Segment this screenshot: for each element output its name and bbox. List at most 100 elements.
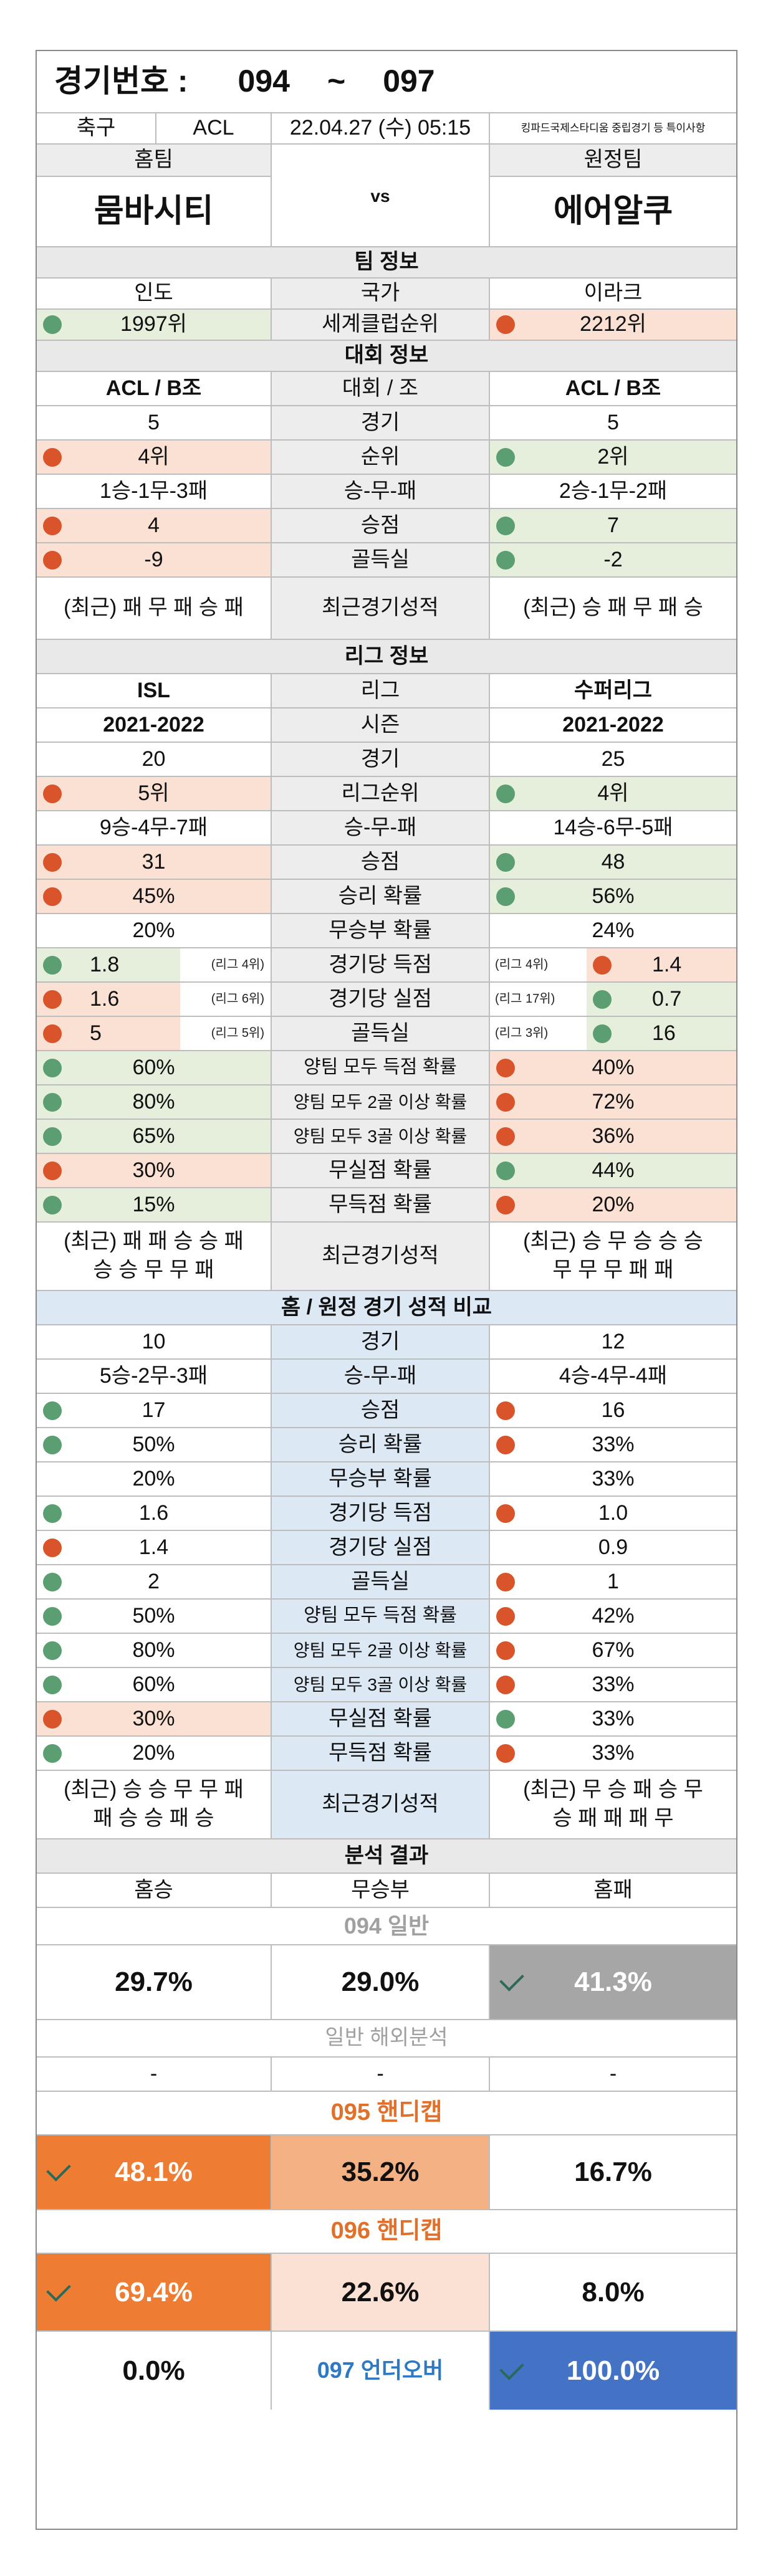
orange-dot-icon	[496, 1127, 515, 1146]
orange-dot-icon	[43, 784, 62, 803]
g095-draw: 35.2%	[271, 2135, 489, 2209]
col-draw: 무승부	[271, 1874, 489, 1907]
meta-row: 축구 ACL 22.04.27 (수) 05:15 킹파드국제스타디움 중립경기…	[37, 113, 736, 145]
home-l-cs: 30%	[132, 1158, 175, 1182]
l-b3-label: 양팀 모두 3골 이상 확률	[271, 1120, 489, 1153]
match-analysis-sheet: 경기번호 : 094 ~ 097 축구 ACL 22.04.27 (수) 05:…	[36, 50, 737, 2530]
home-team-name: 뭄바시티	[37, 176, 271, 246]
green-dot-icon	[496, 447, 515, 467]
home-ha-b2: 80%	[132, 1638, 175, 1662]
g096-label: 096 핸디캡	[330, 2218, 443, 2244]
t-games-row: 5 경기 5	[37, 406, 736, 441]
orange-dot-icon	[43, 852, 62, 872]
check-icon	[46, 2276, 71, 2302]
home-t-pts: 4	[148, 513, 160, 537]
l-season-row: 2021-2022 시즌 2021-2022	[37, 708, 736, 743]
away-l-recent-line1: (최근) 승 무 승 승 승	[523, 1229, 703, 1254]
away-l-gd-note: (리그 3위)	[495, 1026, 549, 1040]
away-club-rank: 2212위	[580, 312, 646, 336]
club-rank-label: 세계클럽순위	[271, 310, 489, 340]
l-pts-label: 승점	[271, 846, 489, 879]
ov-win: -	[150, 2061, 158, 2086]
home-ha-gd: 2	[148, 1569, 160, 1593]
ha-recent-row: (최근) 승 승 무 무 패 패 승 승 패 승 최근경기성적 (최근) 무 승…	[37, 1771, 736, 1839]
l-gd-row: 5 (리그 5위) 골득실 (리그 3위) 16	[37, 1017, 736, 1051]
l-winp-row: 45% 승리 확률 56%	[37, 880, 736, 914]
home-ha-gf: 1.6	[138, 1500, 169, 1525]
section-title: 분석 결과	[37, 1839, 736, 1872]
col-home-win: 홈승	[134, 1877, 173, 1902]
section-title: 홈 / 원정 경기 성적 비교	[37, 1291, 736, 1324]
green-dot-icon	[43, 1195, 62, 1214]
green-dot-icon	[43, 1606, 62, 1626]
ha-pts-label: 승점	[271, 1394, 489, 1427]
ha-gf-row: 1.6 경기당 득점 1.0	[37, 1497, 736, 1531]
club-rank-row: 1997위 세계클럽순위 2212위	[37, 310, 736, 341]
green-dot-icon	[496, 852, 515, 872]
away-ha-wdl: 4승-4무-4패	[489, 1360, 736, 1393]
green-dot-icon	[43, 1127, 62, 1146]
l-gf-row: 1.8 (리그 4위) 경기당 득점 (리그 4위) 1.4	[37, 948, 736, 983]
g094-win: 29.7%	[115, 1967, 193, 1998]
team-name-row: 뭄바시티 vs 에어알쿠	[37, 145, 736, 247]
t-pts-label: 승점	[271, 509, 489, 542]
home-l-rank: 5위	[138, 781, 170, 805]
orange-dot-icon	[496, 1504, 515, 1523]
away-t-pos: 2위	[597, 444, 629, 469]
away-ha-games: 12	[489, 1325, 736, 1358]
green-dot-icon	[593, 990, 612, 1009]
l-recent-label: 최근경기성적	[271, 1223, 489, 1290]
orange-dot-icon	[496, 315, 515, 334]
ha-gd-row: 2 골득실 1	[37, 1565, 736, 1600]
ha-b3-row: 60% 양팀 모두 3골 이상 확률 33%	[37, 1668, 736, 1702]
ha-winp-label: 승리 확률	[271, 1428, 489, 1461]
home-l-ga-note: (리그 6위)	[211, 992, 264, 1006]
away-l-fs: 20%	[592, 1192, 635, 1216]
overseas-label-row: 일반 해외분석	[37, 2020, 736, 2058]
game-from: 094	[238, 64, 290, 99]
l-b2-row: 80% 양팀 모두 2골 이상 확률 72%	[37, 1085, 736, 1120]
away-ha-b3: 33%	[592, 1672, 635, 1696]
green-dot-icon	[43, 1435, 62, 1454]
g097-over: 100.0%	[566, 2355, 660, 2386]
orange-dot-icon	[43, 1024, 62, 1043]
l-league-label: 리그	[271, 674, 489, 707]
orange-dot-icon	[496, 1744, 515, 1763]
home-ha-winp: 50%	[132, 1432, 175, 1456]
group-row: ACL / B조 대회 / 조 ACL / B조	[37, 372, 736, 406]
l-b3-row: 65% 양팀 모두 3골 이상 확률 36%	[37, 1120, 736, 1154]
ha-cs-label: 무실점 확률	[271, 1702, 489, 1735]
green-dot-icon	[43, 1092, 62, 1112]
l-rank-row: 5위 리그순위 4위	[37, 777, 736, 811]
l-winp-label: 승리 확률	[271, 880, 489, 913]
vs-label: vs	[271, 145, 489, 247]
ha-fs-label: 무득점 확률	[271, 1737, 489, 1770]
l-gf-label: 경기당 득점	[271, 948, 489, 981]
t-pos-row: 4위 순위 2위	[37, 441, 736, 475]
away-l-b2: 72%	[592, 1089, 635, 1114]
home-t-pos: 4위	[138, 444, 170, 469]
t-gd-label: 골득실	[271, 543, 489, 576]
l-cs-label: 무실점 확률	[271, 1154, 489, 1187]
overseas-row: - - -	[37, 2058, 736, 2092]
overseas-label: 일반 해외분석	[325, 2026, 448, 2050]
green-dot-icon	[43, 1641, 62, 1660]
league-tag: ACL	[155, 113, 271, 143]
section-title: 대회 정보	[37, 341, 736, 371]
away-l-gf-note: (리그 4위)	[495, 958, 549, 971]
g095-row: 48.1% 35.2% 16.7%	[37, 2135, 736, 2210]
l-pts-row: 31 승점 48	[37, 846, 736, 880]
ha-winp-row: 50% 승리 확률 33%	[37, 1428, 736, 1462]
away-l-rank: 4위	[597, 781, 629, 805]
home-ha-pts: 17	[142, 1398, 166, 1422]
ha-games-row: 10 경기 12	[37, 1325, 736, 1360]
g095-loss: 16.7%	[489, 2135, 736, 2209]
g095-label-row: 095 핸디캡	[37, 2092, 736, 2135]
section-league: 리그 정보	[37, 640, 736, 674]
ha-fs-row: 20% 무득점 확률 33%	[37, 1737, 736, 1771]
away-team-label: 원정팀	[489, 145, 736, 176]
title-label: 경기번호 :	[54, 64, 188, 99]
t-recent-row: (최근) 패 무 패 승 패 최근경기성적 (최근) 승 패 무 패 승	[37, 578, 736, 640]
away-t-gd: -2	[603, 547, 623, 571]
t-wdl-row: 1승-1무-3패 승-무-패 2승-1무-2패	[37, 475, 736, 509]
